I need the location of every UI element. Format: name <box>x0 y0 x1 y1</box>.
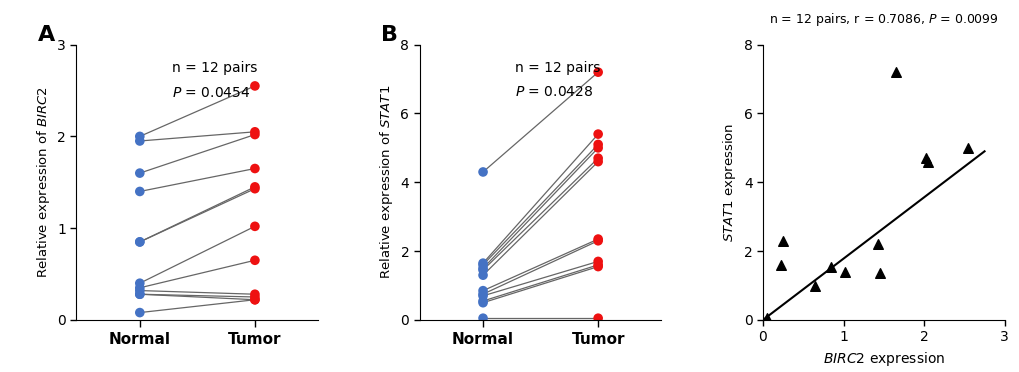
Point <box>917 155 933 161</box>
Point <box>771 262 788 268</box>
Y-axis label: $STAT1$ expression: $STAT1$ expression <box>720 123 738 242</box>
Point <box>589 155 605 161</box>
Point <box>589 131 605 137</box>
Point <box>131 239 148 245</box>
Point <box>475 288 491 294</box>
Point <box>131 310 148 315</box>
Point <box>247 257 263 263</box>
Point <box>131 134 148 140</box>
Point <box>919 158 935 164</box>
Point <box>589 262 605 268</box>
Point <box>247 223 263 229</box>
Point <box>131 138 148 144</box>
Point <box>589 141 605 147</box>
Point <box>131 239 148 245</box>
Point <box>247 132 263 138</box>
Point <box>247 186 263 192</box>
Point <box>131 285 148 291</box>
Point <box>475 272 491 278</box>
Point <box>475 315 491 321</box>
Point <box>589 259 605 264</box>
Point <box>837 269 853 275</box>
Point <box>247 184 263 190</box>
Point <box>131 291 148 297</box>
Text: n = 12 pairs: n = 12 pairs <box>172 61 257 75</box>
Text: B: B <box>381 25 397 45</box>
Point <box>131 291 148 297</box>
Point <box>131 189 148 195</box>
Point <box>131 288 148 294</box>
Point <box>247 297 263 303</box>
Point <box>247 291 263 297</box>
Point <box>475 265 491 271</box>
Point <box>887 69 903 75</box>
Text: $\it{P}$ = 0.0454: $\it{P}$ = 0.0454 <box>172 86 251 100</box>
Point <box>475 291 491 297</box>
Point <box>475 267 491 273</box>
Y-axis label: Relative expression of $STAT1$: Relative expression of $STAT1$ <box>377 85 394 279</box>
Point <box>475 262 491 268</box>
Point <box>589 236 605 242</box>
Text: A: A <box>38 25 55 45</box>
Point <box>869 241 886 247</box>
Point <box>589 158 605 164</box>
Point <box>822 264 839 270</box>
Point <box>806 283 822 289</box>
Point <box>475 300 491 306</box>
Point <box>247 166 263 171</box>
Text: n = 12 pairs, r = 0.7086, $\it{P}$ = 0.0099: n = 12 pairs, r = 0.7086, $\it{P}$ = 0.0… <box>768 11 998 28</box>
Point <box>589 69 605 75</box>
Point <box>247 294 263 300</box>
Text: n = 12 pairs: n = 12 pairs <box>515 61 600 75</box>
Point <box>131 170 148 176</box>
Point <box>871 270 888 276</box>
Point <box>589 264 605 270</box>
X-axis label: $BIRC2$ expression: $BIRC2$ expression <box>822 350 945 368</box>
Y-axis label: Relative expression of $BIRC2$: Relative expression of $BIRC2$ <box>35 86 52 278</box>
Point <box>774 238 791 244</box>
Point <box>247 129 263 135</box>
Point <box>589 238 605 244</box>
Point <box>131 280 148 286</box>
Point <box>475 260 491 266</box>
Point <box>475 293 491 299</box>
Point <box>589 145 605 151</box>
Text: $\it{P}$ = 0.0428: $\it{P}$ = 0.0428 <box>515 85 593 99</box>
Point <box>247 297 263 303</box>
Point <box>475 298 491 304</box>
Point <box>247 83 263 89</box>
Point <box>475 169 491 175</box>
Point <box>758 315 774 321</box>
Point <box>589 315 605 321</box>
Point <box>959 145 975 151</box>
